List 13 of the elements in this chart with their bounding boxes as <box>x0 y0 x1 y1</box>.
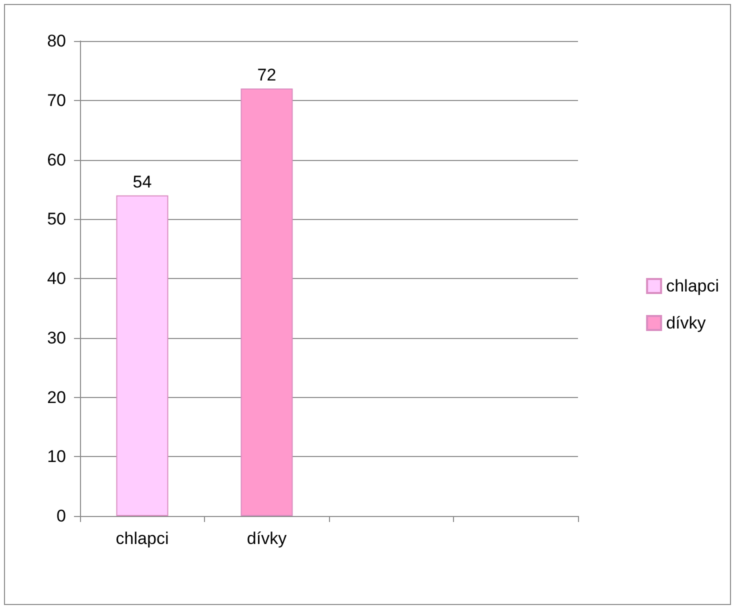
legend-label: dívky <box>666 314 706 332</box>
y-tick-label: 60 <box>47 150 66 170</box>
y-tick-label: 20 <box>47 388 66 407</box>
data-label: 72 <box>257 66 276 84</box>
y-tick-label: 0 <box>56 506 66 526</box>
y-tick-label: 40 <box>47 269 66 288</box>
data-label: 54 <box>132 172 152 192</box>
y-tick-label: 50 <box>47 210 66 229</box>
y-tick-label: 10 <box>47 447 66 466</box>
y-tick-label: 30 <box>47 328 66 348</box>
y-tick-label: 80 <box>47 32 66 50</box>
legend-label: chlapci <box>666 276 720 296</box>
y-tick-label: 70 <box>47 90 66 110</box>
